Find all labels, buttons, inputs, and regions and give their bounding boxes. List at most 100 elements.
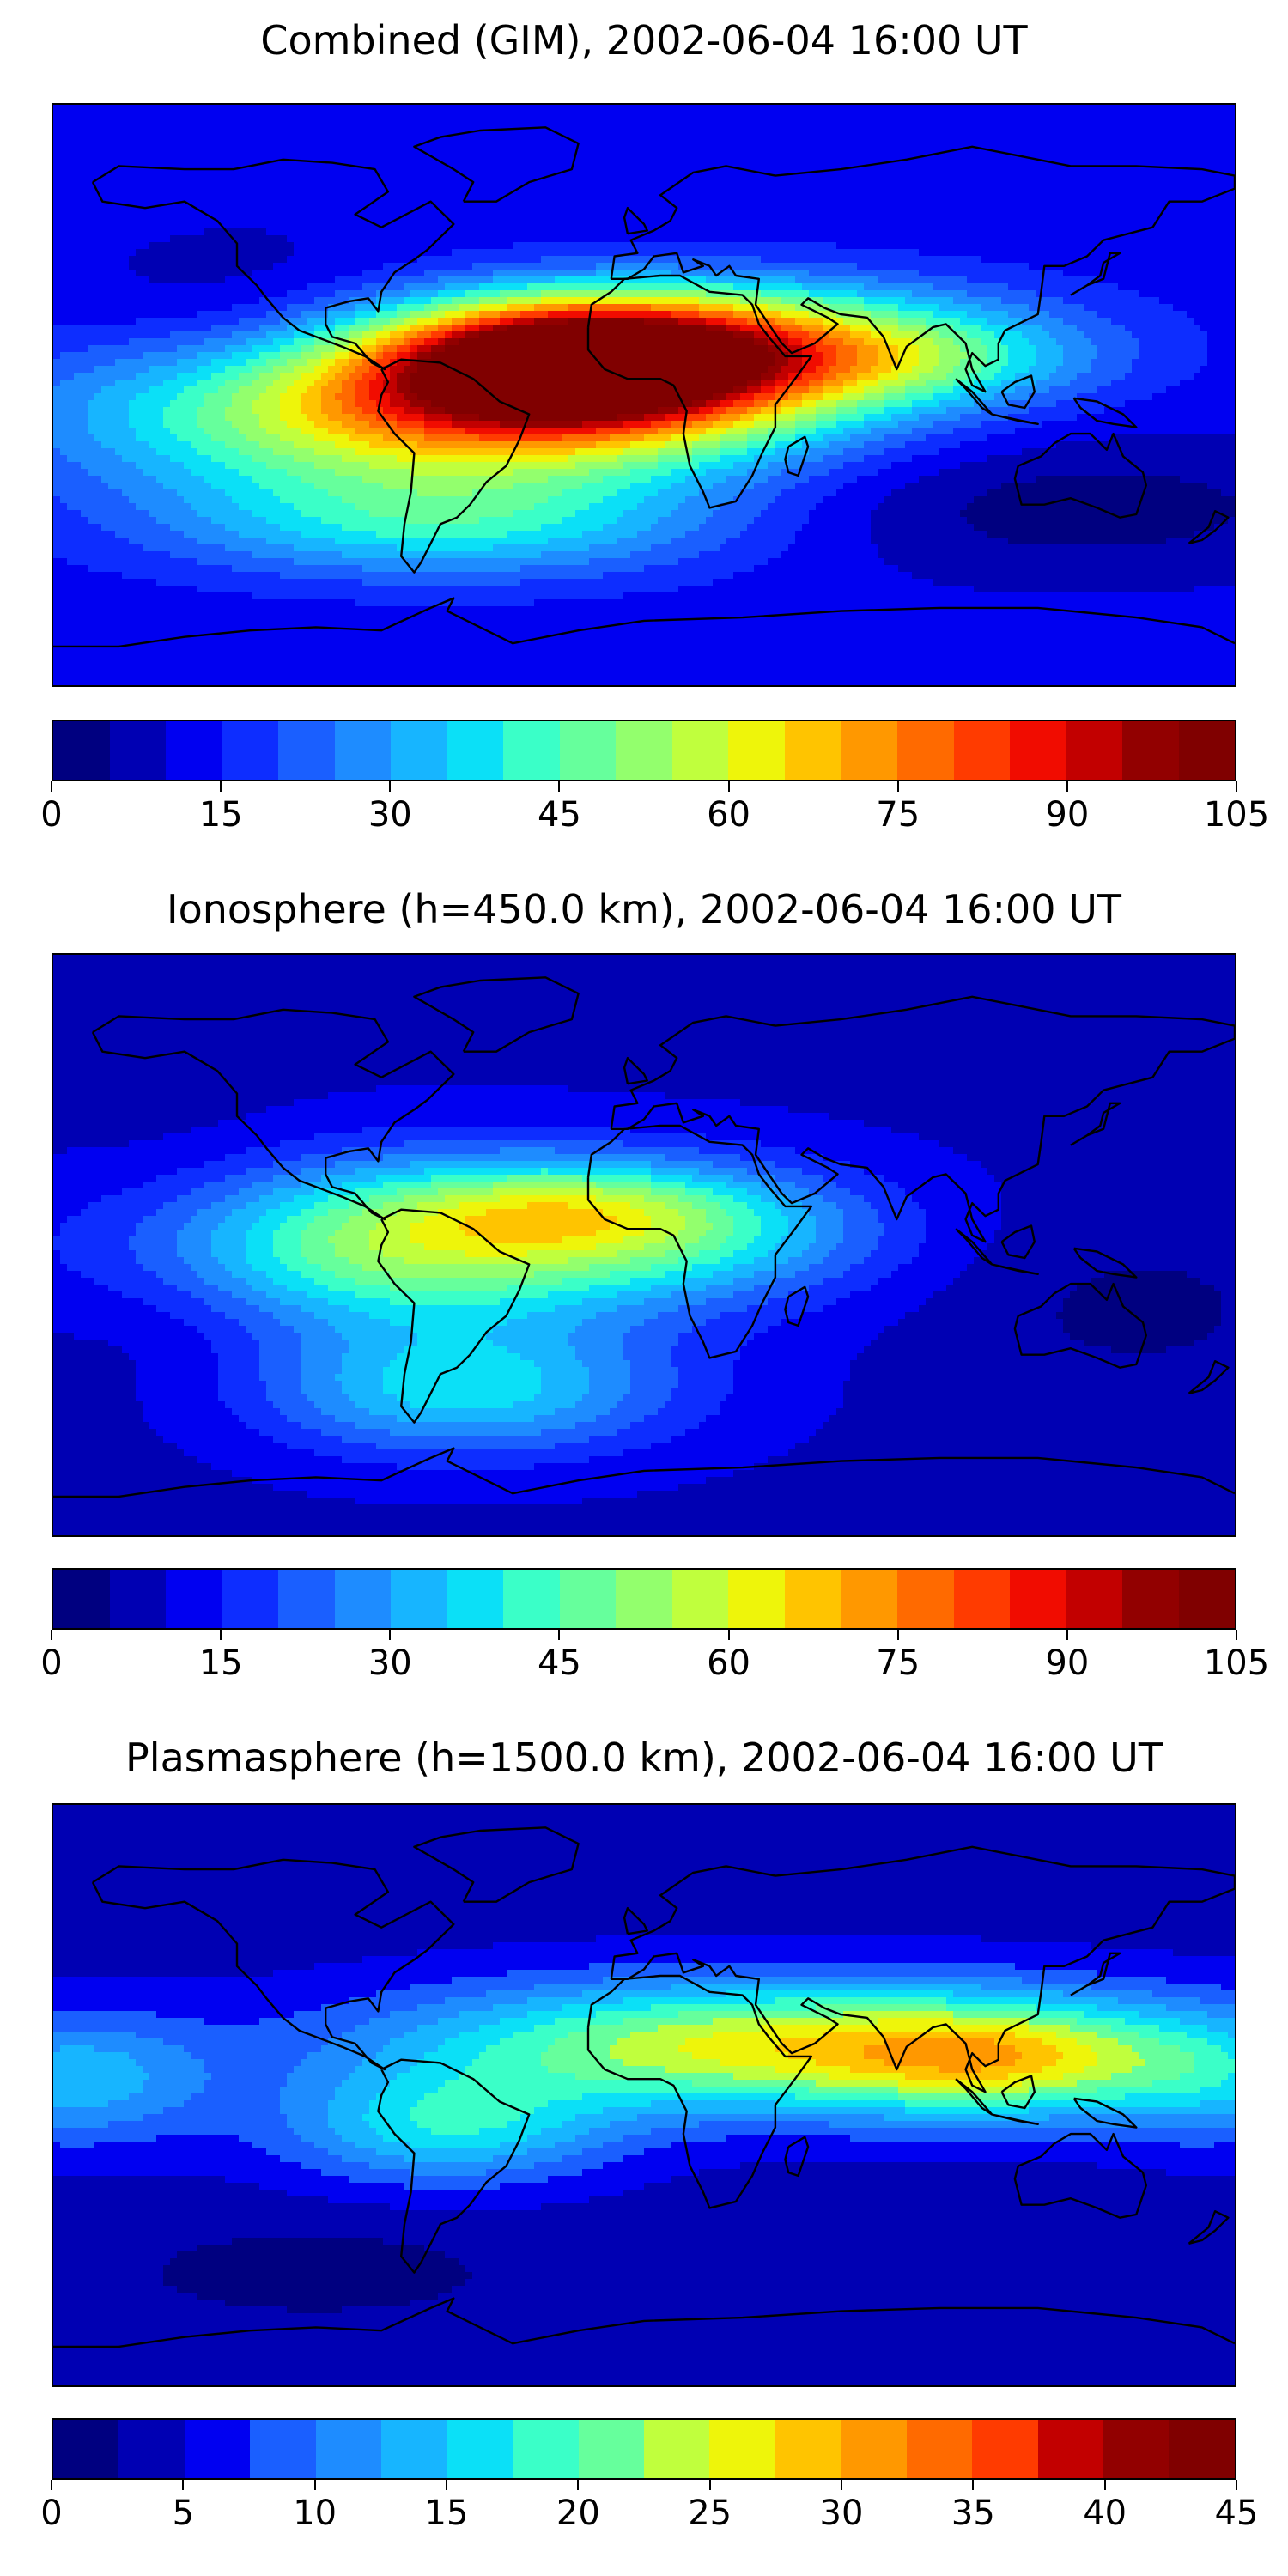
colorbar-cell [503, 721, 560, 780]
colorbar-cell [53, 1570, 110, 1628]
colorbar-cell [109, 721, 167, 780]
coastline [1000, 2075, 1036, 2110]
coastlines [53, 1826, 1235, 2348]
coastline [1188, 1360, 1230, 1394]
colorbar-cell [1010, 1570, 1066, 1628]
colorbar-tick-label: 35 [951, 2494, 995, 2533]
colorbar-tick [1066, 781, 1068, 792]
colorbar-cell [250, 2420, 316, 2478]
colorbar-tick-label: 90 [1045, 1643, 1089, 1683]
colorbar-cell [503, 1570, 560, 1628]
coastline [1000, 374, 1036, 410]
colorbar-cell [1066, 1570, 1123, 1628]
colorbar-tick-label: 105 [1204, 795, 1269, 835]
colorbar-tick [1236, 781, 1237, 792]
colorbar-cell [166, 721, 222, 780]
colorbar-cell [559, 1570, 617, 1628]
coastline [413, 1826, 580, 1903]
colorbar-cell [616, 1570, 672, 1628]
coastline [91, 1008, 455, 1221]
tec-field [53, 955, 1235, 1535]
coastline [53, 597, 1235, 648]
panel-title-combined: Combined (GIM), 2002-06-04 16:00 UT [0, 21, 1288, 60]
coastline [623, 1056, 648, 1085]
colorbar-tick [558, 781, 561, 792]
coastline [586, 1974, 813, 2209]
colorbar-cell [278, 1570, 335, 1628]
colorbar-tick [446, 2480, 447, 2490]
tec-field [53, 105, 1235, 685]
coastline [784, 2136, 810, 2178]
coastline [1070, 1102, 1121, 1146]
coastlines [53, 126, 1235, 648]
colorbar-tick [313, 2480, 316, 2490]
coastline [1070, 252, 1121, 296]
coastline [1072, 2097, 1138, 2129]
colorbar-tick-label: 20 [556, 2494, 600, 2533]
colorbar-tick-label: 15 [199, 1643, 243, 1683]
coastline [955, 378, 1039, 425]
colorbar-cell [447, 2420, 513, 2478]
colorbar-tick-label: 30 [820, 2494, 864, 2533]
colorbar-tick-label: 25 [688, 2494, 732, 2533]
colorbar-tick-label: 40 [1083, 2494, 1127, 2533]
colorbar-cell [381, 2420, 447, 2478]
colorbar-tick-label: 0 [40, 795, 62, 835]
colorbar-tick [896, 1630, 899, 1640]
colorbar-cell [1178, 1570, 1236, 1628]
colorbar-tick [1236, 1630, 1237, 1640]
coastline [53, 2297, 1235, 2348]
colorbar-tick [51, 1630, 52, 1640]
coastline [586, 274, 813, 509]
colorbar-tick [577, 2480, 580, 2490]
map-canvas [53, 1805, 1235, 2385]
colorbar-tick [708, 2480, 711, 2490]
coastline [1000, 1224, 1036, 1260]
colorbar-cell [671, 721, 729, 780]
colorbar-tick-label: 15 [425, 2494, 469, 2533]
coastline [377, 358, 531, 574]
colorbar-tick-label: 30 [368, 1643, 412, 1683]
colorbar-tick-label: 45 [538, 795, 581, 835]
colorbar-cell [166, 1570, 222, 1628]
colorbar-tick-label: 75 [876, 795, 920, 835]
coastline [610, 1845, 1235, 2093]
coastline [610, 995, 1235, 1243]
map-canvas [53, 955, 1235, 1535]
colorbar-tick-label: 0 [40, 2494, 62, 2533]
colorbar-cell [334, 1570, 392, 1628]
colorbar-cell [1122, 1570, 1179, 1628]
colorbar-cell [728, 1570, 785, 1628]
colorbar-cell [184, 2420, 251, 2478]
colorbar-cell [1103, 2420, 1170, 2478]
coastline [377, 1208, 531, 1424]
coastline [1188, 2210, 1230, 2245]
tec-field [53, 1805, 1235, 2385]
colorbar-tick [51, 2480, 52, 2490]
colorbar-cell [1037, 2420, 1103, 2478]
colorbar-cell [118, 2420, 185, 2478]
colorbar-cell [391, 1570, 447, 1628]
colorbar-cell [709, 2420, 775, 2478]
colorbar-cell [841, 1570, 897, 1628]
colorbar-cell [222, 721, 279, 780]
colorbar-tick [389, 781, 392, 792]
colorbar-tick [972, 2480, 975, 2490]
colorbar-cell [671, 1570, 729, 1628]
colorbar-cell [784, 1570, 841, 1628]
colorbar-cell [643, 2420, 710, 2478]
colorbar-cell [896, 721, 954, 780]
combined-colorbar-ticks: 0 15 30 45 60 75 90 105 [40, 781, 1269, 835]
colorbar-cell [906, 2420, 973, 2478]
ionosphere-colorbar-ticks: 0 15 30 45 60 75 90 105 [40, 1630, 1269, 1683]
colorbar-cell [447, 721, 504, 780]
coastline [91, 158, 455, 371]
coastline [413, 126, 580, 203]
colorbar-tick-label: 15 [199, 795, 243, 835]
colorbar-cell [109, 1570, 167, 1628]
panel-title-plasmasphere: Plasmasphere (h=1500.0 km), 2002-06-04 1… [0, 1738, 1288, 1777]
colorbar-cell [1178, 721, 1236, 780]
coastlines [53, 976, 1235, 1498]
coastline [1013, 432, 1148, 519]
plasmasphere-colorbar [52, 2418, 1236, 2480]
